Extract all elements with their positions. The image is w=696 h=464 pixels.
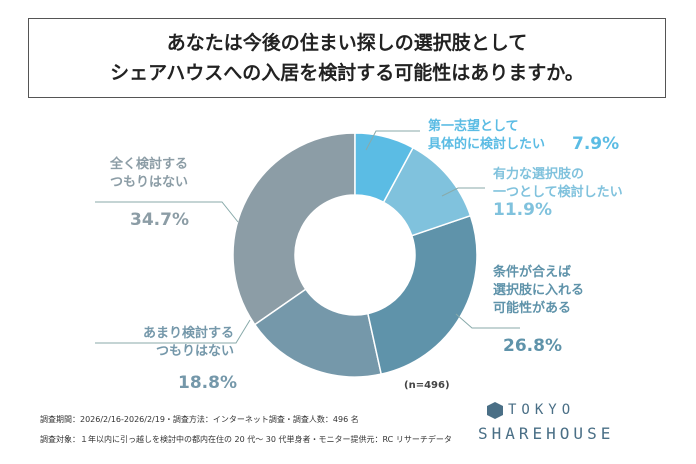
category-label: 全く検討する つもりはない [110, 157, 189, 190]
category-label: 有力な選択肢の 一つとして検討したい [493, 167, 623, 200]
donut-slice [232, 132, 356, 326]
footer-line: 調査期間：2026/2/16-2026/2/19・調査方法：インターネット調査・… [40, 415, 359, 424]
value-label: 7.9% [572, 134, 620, 154]
logo-icon [487, 402, 503, 419]
chart-title: あなたは今後の住まい探しの選択肢として シェアハウスへの入居を検討する可能性はあ… [28, 18, 666, 98]
value-label: 18.8% [178, 373, 237, 393]
category-label: あまり検討する つもりはない [142, 326, 234, 359]
leader-line [441, 187, 485, 197]
donut-slice [354, 132, 415, 204]
value-label: 11.9% [493, 200, 552, 220]
donut-slice [253, 288, 383, 378]
value-label: 26.8% [503, 336, 562, 356]
donut-slice [382, 146, 472, 237]
leader-line [95, 319, 251, 344]
leader-line [95, 201, 239, 223]
footer-line: 調査対象：１年以内に引っ越しを検討中の都内在住の 20 代～ 30 代単身者・モ… [40, 435, 452, 444]
value-label: 34.7% [130, 210, 189, 230]
leader-line [455, 313, 520, 329]
leader-line [365, 130, 420, 151]
category-label: 条件が合えば 選択肢に入れる 可能性がある [493, 265, 585, 316]
category-label: 第一志望として 具体的に検討したい [428, 119, 546, 152]
sample-note: (n=496) [404, 380, 450, 391]
logo-bottom: SHAREHOUSE [478, 424, 615, 443]
donut-slice [366, 214, 478, 376]
logo-top: TOKYO [508, 402, 576, 418]
